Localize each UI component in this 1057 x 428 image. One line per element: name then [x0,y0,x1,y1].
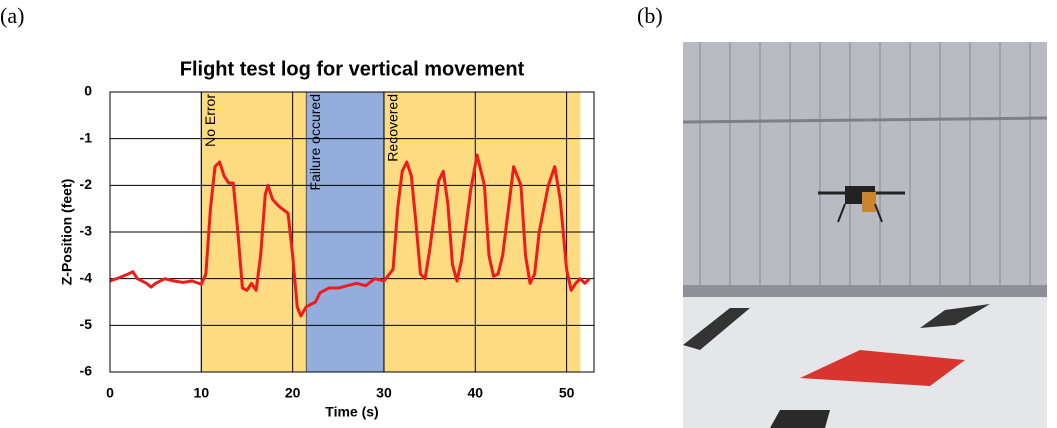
landing-pad [800,350,965,386]
y-tick-label: 0 [84,83,92,99]
hangar-wall [683,42,1047,297]
y-tick-label: -2 [80,176,93,192]
drone [818,186,905,223]
region-label: Recovered [385,94,401,162]
plot-border [109,91,595,373]
y-tick-label: -3 [80,223,93,239]
x-tick-label: 30 [376,385,392,401]
x-tick-label: 20 [285,385,301,401]
y-tick-label: -6 [80,363,93,379]
photo [682,42,1048,428]
wall-ribs [699,42,1031,297]
panel-label: (b) [637,3,663,28]
panel-label: (a) [0,3,24,28]
floor-stripe [683,308,750,350]
data-line [109,153,591,318]
y-tick-label: -1 [80,129,93,145]
region-label: Failure occured [307,94,323,191]
chart-title: Flight test log for vertical movement [180,58,525,80]
x-axis-title: Time (s) [325,404,378,420]
floor-mat [770,410,830,428]
y-tick-label: -5 [80,316,93,332]
wall-base [683,285,1047,297]
y-axis-title: Z-Position (feet) [59,179,75,286]
rail [682,116,1048,124]
x-tick-label: 40 [467,385,483,401]
x-tick-label: 10 [194,385,210,401]
y-tick-label: -4 [80,269,93,285]
region-label: No Error [202,94,218,147]
x-tick-label: 50 [559,385,575,401]
x-tick-label: 0 [106,385,114,401]
floor-stripe [920,304,990,328]
